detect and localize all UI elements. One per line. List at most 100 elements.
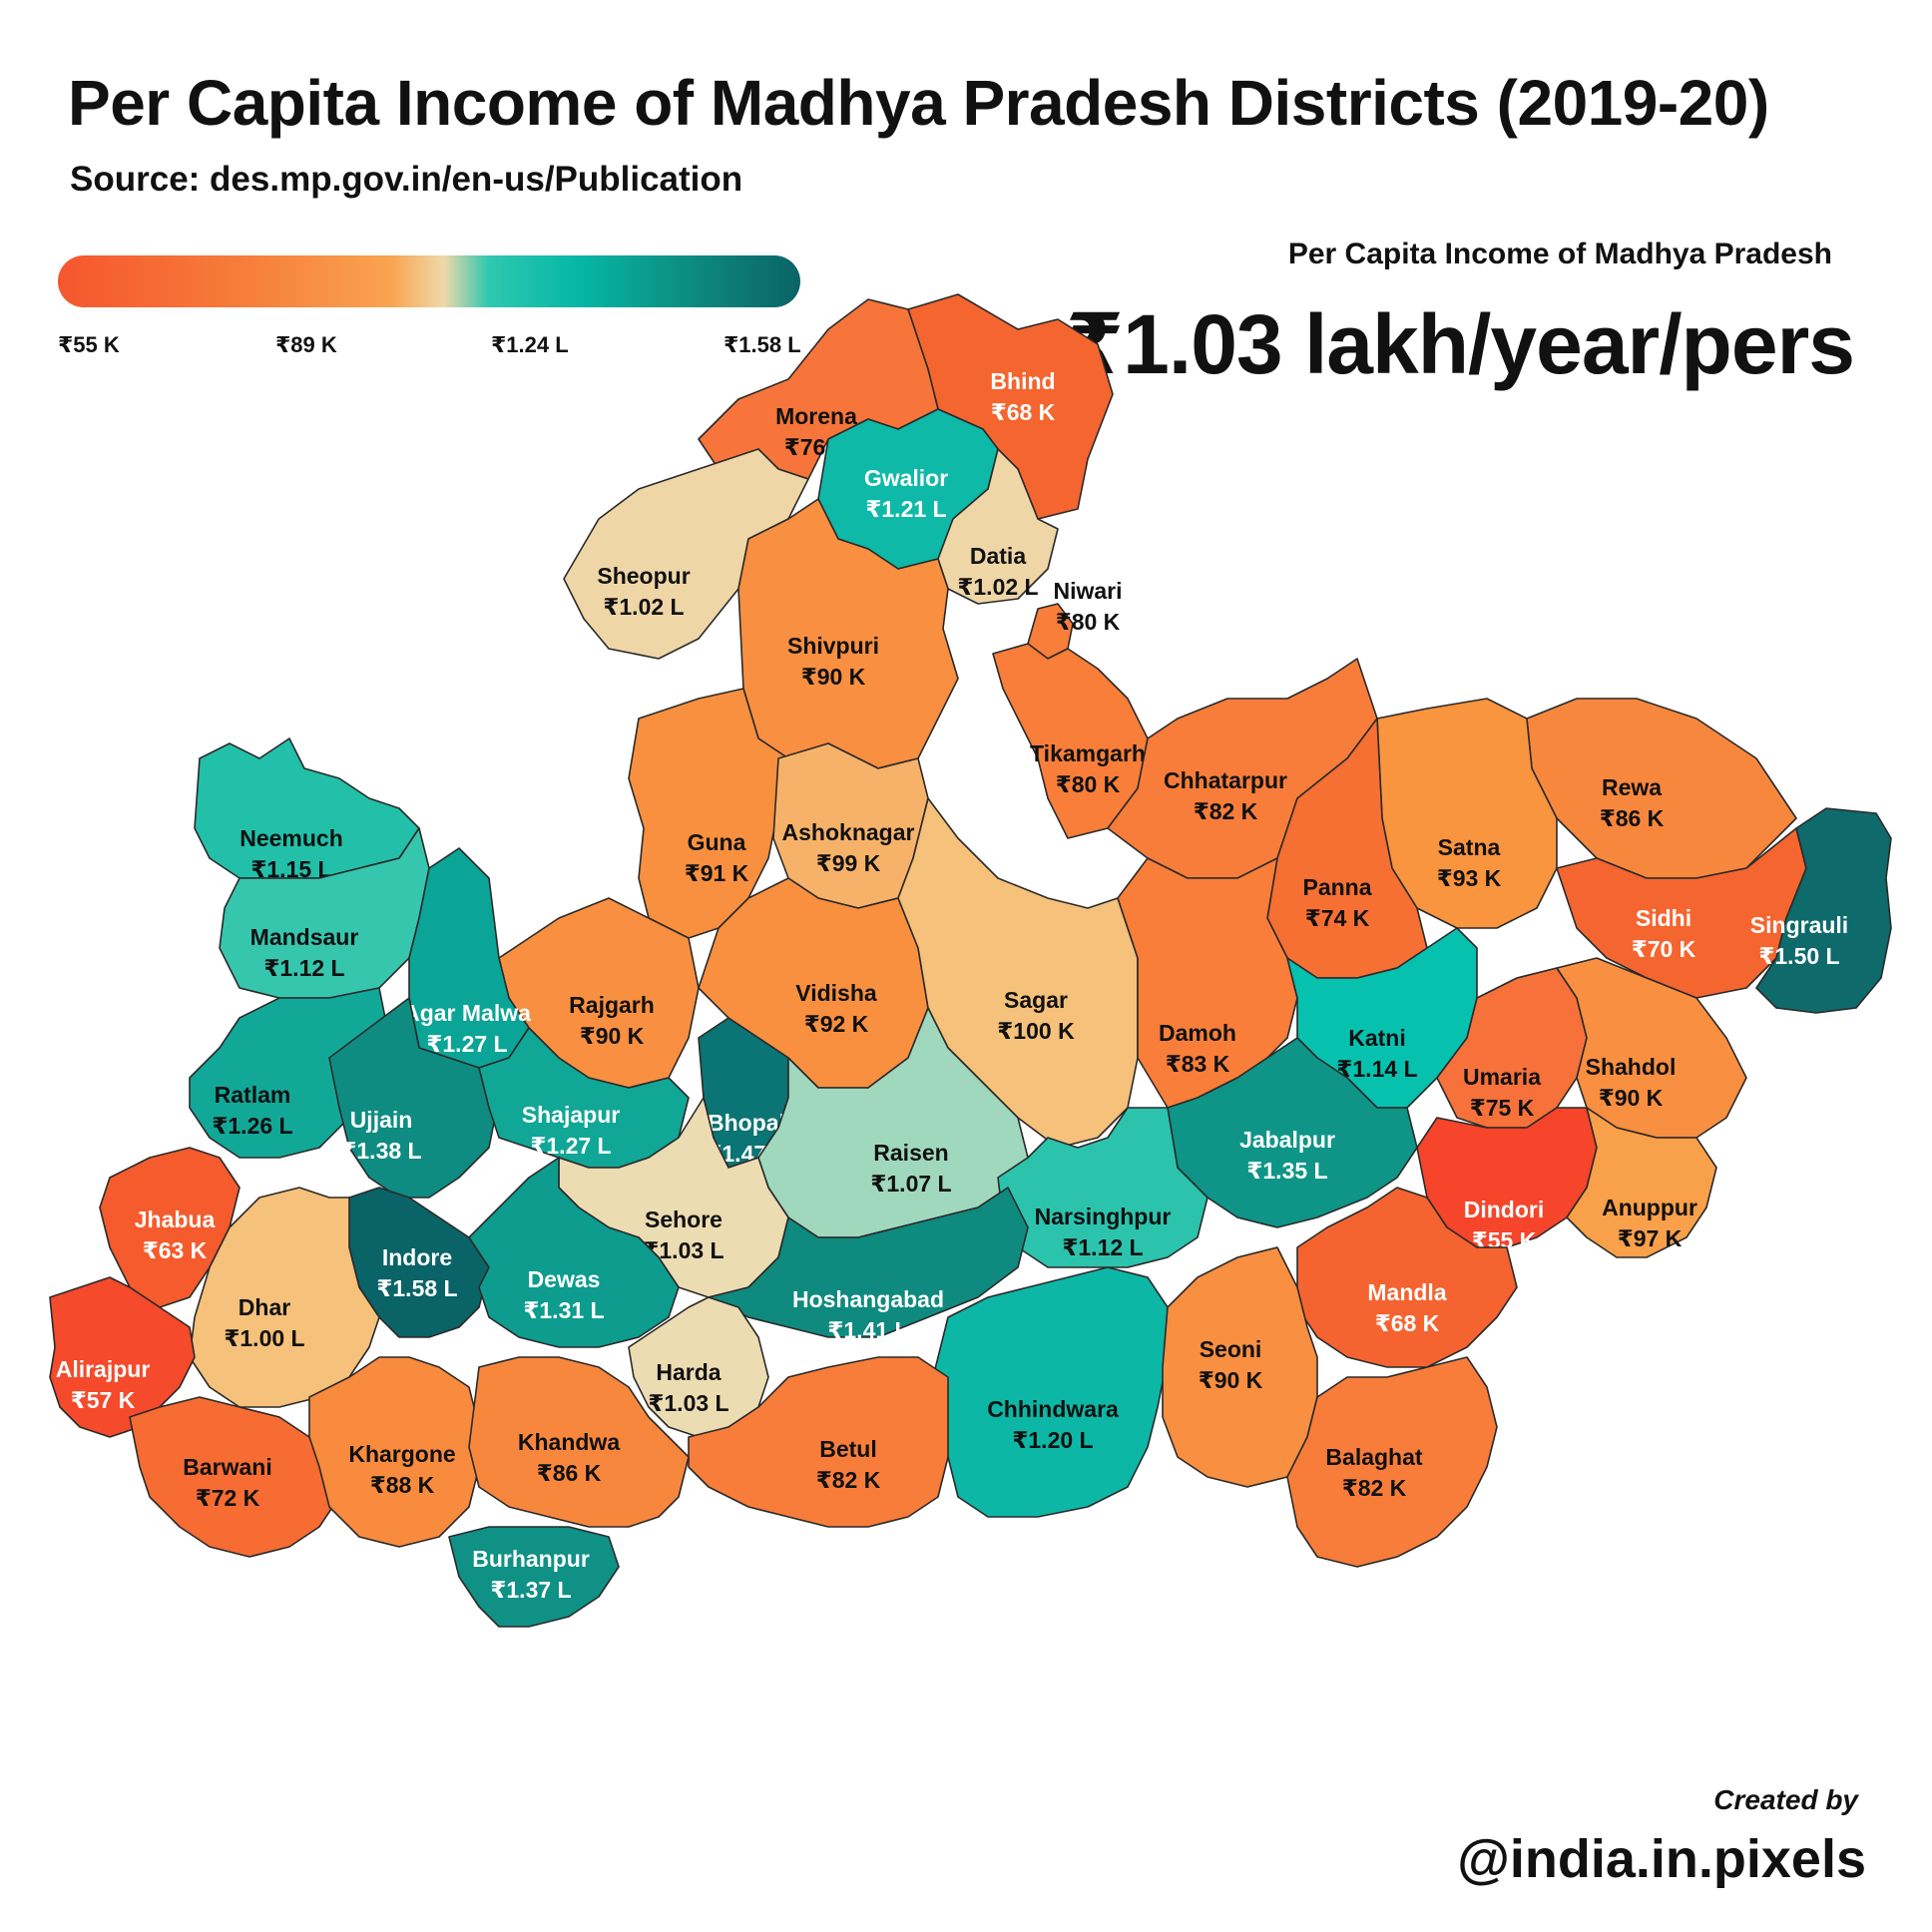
district-name-tikamgarh: Tikamgarh xyxy=(1030,740,1146,766)
district-name-chhatarpur: Chhatarpur xyxy=(1164,767,1287,793)
district-shape-anuppur xyxy=(1566,1107,1717,1258)
district-shape-alirajpur xyxy=(49,1276,196,1438)
district-shape-mandla xyxy=(1296,1187,1518,1368)
district-chhatarpur: Chhatarpur ₹82 K xyxy=(1107,658,1378,879)
district-value-seoni: ₹90 K xyxy=(1199,1367,1263,1393)
color-scale-bar xyxy=(58,255,800,307)
district-name-hoshangabad: Hoshangabad xyxy=(792,1286,944,1312)
district-shape-betul xyxy=(688,1356,949,1528)
district-gwalior: Gwalior ₹1.21 L xyxy=(817,408,999,570)
district-hoshangabad: Hoshangabad ₹1.41 L xyxy=(708,1187,1029,1343)
district-dewas: Dewas ₹1.31 L xyxy=(468,1157,680,1348)
district-value-betul: ₹82 K xyxy=(816,1467,881,1493)
district-value-ashoknagar: ₹99 K xyxy=(816,850,881,876)
state-summary-label: Per Capita Income of Madhya Pradesh xyxy=(1287,238,1832,270)
district-shape-dewas xyxy=(468,1157,680,1348)
district-value-burhanpur: ₹1.37 L xyxy=(490,1577,571,1603)
district-shape-narsinghpur xyxy=(997,1107,1208,1268)
district-burhanpur: Burhanpur ₹1.37 L xyxy=(448,1526,620,1628)
district-indore: Indore ₹1.58 L xyxy=(348,1187,490,1338)
district-name-sehore: Sehore xyxy=(645,1207,723,1232)
district-sehore: Sehore₹1.03 L xyxy=(558,1097,789,1298)
district-khandwa: Khandwa ₹86 K xyxy=(468,1356,690,1528)
district-shape-burhanpur xyxy=(448,1526,620,1628)
district-name-satna: Satna xyxy=(1438,834,1501,860)
district-name-singrauli: Singrauli xyxy=(1750,912,1848,938)
district-value-anuppur: ₹97 K xyxy=(1618,1225,1683,1251)
district-bhind: Bhind ₹68 K xyxy=(907,293,1114,520)
district-niwari: Niwari ₹80 K xyxy=(1027,578,1123,660)
district-shape-harda xyxy=(628,1296,769,1438)
district-value-mandla: ₹68 K xyxy=(1375,1310,1440,1336)
district-shape-hoshangabad xyxy=(708,1187,1029,1338)
district-value-sidhi: ₹70 K xyxy=(1632,936,1696,962)
district-name-ratlam: Ratlam xyxy=(215,1082,291,1108)
district-singrauli: Singrauli ₹1.50 L xyxy=(1750,807,1892,1014)
district-neemuch: Neemuch₹1.15 L xyxy=(194,737,420,882)
district-name-datia: Datia xyxy=(970,543,1026,569)
district-name-dindori: Dindori xyxy=(1464,1197,1545,1222)
district-name-rajgarh: Rajgarh xyxy=(569,992,655,1018)
district-shape-chhindwara xyxy=(932,1266,1169,1518)
district-name-sagar: Sagar xyxy=(1004,987,1068,1013)
district-shajapur: Shajapur ₹1.27 L xyxy=(478,1027,690,1169)
district-value-ratlam: ₹1.26 L xyxy=(212,1113,292,1139)
district-chhindwara: Chhindwara ₹1.20 L xyxy=(932,1266,1169,1518)
district-name-jabalpur: Jabalpur xyxy=(1239,1127,1335,1153)
district-name-burhanpur: Burhanpur xyxy=(472,1546,590,1572)
district-name-khargone: Khargone xyxy=(348,1441,455,1467)
district-value-sheopur: ₹1.02 L xyxy=(603,594,684,620)
district-value-jabalpur: ₹1.35 L xyxy=(1246,1158,1327,1184)
district-shape-damoh xyxy=(1117,857,1298,1109)
district-value-singrauli: ₹1.50 L xyxy=(1758,943,1839,969)
district-value-chhindwara: ₹1.20 L xyxy=(1012,1427,1093,1453)
district-shape-ujjain xyxy=(328,997,500,1199)
district-betul: Betul ₹82 K xyxy=(688,1356,949,1528)
district-panna: Panna ₹74 K xyxy=(1266,718,1428,979)
district-name-katni: Katni xyxy=(1348,1025,1406,1051)
district-value-barwani: ₹72 K xyxy=(196,1485,260,1511)
district-guna: Guna ₹91 K xyxy=(628,688,789,939)
district-name-dhar: Dhar xyxy=(239,1294,290,1320)
district-name-alirajpur: Alirajpur xyxy=(56,1356,151,1382)
district-value-hoshangabad: ₹1.41 L xyxy=(827,1317,908,1343)
district-value-panna: ₹74 K xyxy=(1305,905,1370,931)
legend-tick-min: ₹55 K xyxy=(58,332,120,357)
district-shape-khargone xyxy=(308,1356,480,1548)
district-value-shahdol: ₹90 K xyxy=(1599,1085,1664,1111)
legend-tick-2: ₹89 K xyxy=(275,332,337,357)
district-name-bhopal: Bhopal xyxy=(708,1110,785,1136)
district-raisen: Raisen ₹1.07 L xyxy=(757,1007,1029,1238)
district-value-shivpuri: ₹90 K xyxy=(801,664,866,690)
district-value-datia: ₹1.02 L xyxy=(957,574,1038,600)
source-line: Source: des.mp.gov.in/en-us/Publication xyxy=(70,160,743,199)
state-summary-value: ₹1.03 lakh/year/pers xyxy=(1065,297,1855,391)
district-alirajpur: Alirajpur ₹57 K xyxy=(49,1276,196,1438)
district-name-ashoknagar: Ashoknagar xyxy=(782,819,915,845)
district-name-umaria: Umaria xyxy=(1463,1064,1541,1090)
district-name-vidisha: Vidisha xyxy=(795,980,877,1006)
district-value-rewa: ₹86 K xyxy=(1600,805,1665,831)
district-value-vidisha: ₹92 K xyxy=(804,1011,869,1037)
district-ujjain: Ujjain ₹1.38 L xyxy=(328,997,500,1199)
district-value-sagar: ₹100 K xyxy=(997,1018,1075,1044)
district-value-katni: ₹1.14 L xyxy=(1336,1056,1417,1082)
district-value-chhatarpur: ₹82 K xyxy=(1194,798,1258,824)
district-narsinghpur: Narsinghpur ₹1.12 L xyxy=(997,1107,1208,1268)
district-ashoknagar: Ashoknagar ₹99 K xyxy=(772,742,929,909)
district-name-dewas: Dewas xyxy=(528,1266,601,1292)
district-value-mandsaur: ₹1.12 L xyxy=(263,955,344,981)
district-value-damoh: ₹83 K xyxy=(1166,1051,1230,1077)
district-value-khandwa: ₹86 K xyxy=(537,1460,602,1486)
district-value-niwari: ₹80 K xyxy=(1056,609,1121,635)
district-value-harda: ₹1.03 L xyxy=(648,1390,728,1416)
district-value-guna: ₹91 K xyxy=(685,860,749,886)
district-morena: Morena₹76 K xyxy=(698,298,939,480)
district-value-balaghat: ₹82 K xyxy=(1342,1475,1407,1501)
district-name-anuppur: Anuppur xyxy=(1602,1195,1697,1220)
district-anuppur: Anuppur ₹97 K xyxy=(1566,1107,1717,1258)
district-rewa: Rewa ₹86 K xyxy=(1526,698,1797,879)
district-rajgarh: Rajgarh ₹90 K xyxy=(498,897,700,1089)
district-shape-khandwa xyxy=(468,1356,690,1528)
